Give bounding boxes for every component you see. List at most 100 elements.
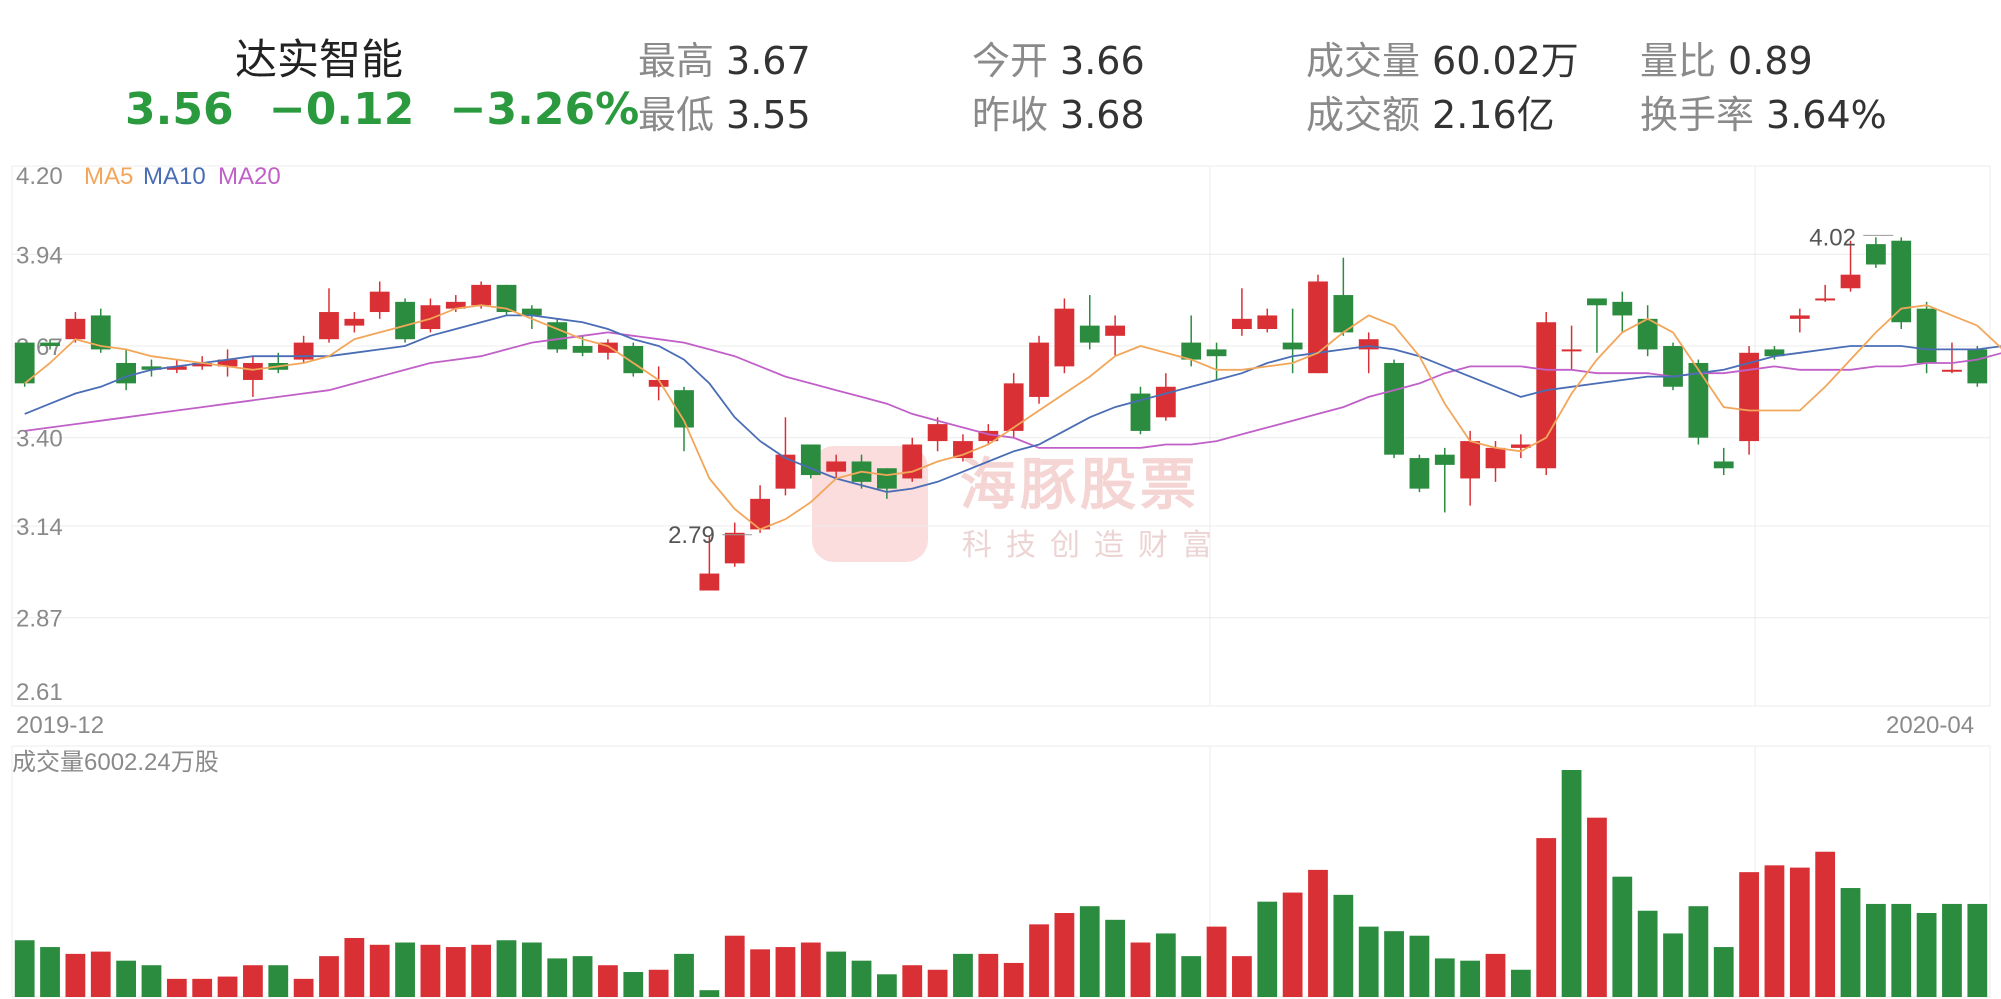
volume-bar	[1942, 903, 1962, 997]
volume-bar	[674, 953, 694, 997]
stat-open: 今开 3.66	[972, 39, 1145, 83]
candle-body	[40, 342, 60, 346]
stat-high: 最高 3.67	[638, 39, 811, 83]
candle-body	[369, 291, 390, 313]
volume-bar	[1789, 867, 1810, 997]
candle-body	[1510, 444, 1531, 448]
legend-ma5: MA5	[84, 163, 133, 190]
candle-body	[1916, 308, 1937, 363]
volume-bar	[521, 942, 542, 997]
volume-bar	[699, 990, 720, 997]
stat-volume-ratio: 量比 0.89	[1640, 39, 1813, 83]
volume-bar	[623, 972, 644, 997]
candle-body	[800, 444, 821, 476]
candle-body	[1739, 352, 1759, 442]
volume-bar	[344, 937, 365, 997]
volume-bar	[1282, 892, 1303, 997]
volume-bar	[953, 953, 973, 997]
candle-body	[1865, 244, 1886, 265]
stat-prev-close: 昨收 3.68	[972, 93, 1145, 137]
stock-name: 达实智能	[235, 35, 404, 84]
volume-bar	[1865, 903, 1886, 997]
volume-bar	[1713, 947, 1734, 997]
volume-bar	[1409, 935, 1430, 997]
candle-body	[750, 498, 770, 530]
volume-bar	[978, 953, 999, 997]
candle-body	[1536, 322, 1557, 469]
volume-panel-frame	[11, 745, 1991, 998]
volume-bar	[116, 960, 137, 997]
volume-bar	[1637, 910, 1658, 997]
candle-body	[1105, 325, 1126, 336]
legend-ma10: MA10	[143, 163, 206, 190]
candle-body	[1079, 325, 1100, 343]
volume-bar	[851, 960, 872, 997]
volume-bar	[1916, 913, 1937, 997]
candle-body	[826, 461, 847, 472]
volume-bar	[1967, 903, 1988, 997]
volume-bar	[1054, 913, 1075, 997]
min-annotation: 2.79	[668, 522, 715, 549]
volume-bar	[40, 947, 60, 997]
volume-bar	[319, 956, 339, 997]
volume-bar	[1764, 865, 1785, 997]
candle-body	[648, 379, 669, 387]
volume-bar	[572, 956, 593, 997]
candle-body	[65, 318, 86, 340]
volume-bar	[1029, 924, 1049, 997]
candle-body	[598, 342, 618, 353]
volume-bar	[90, 951, 111, 997]
candle-body	[90, 315, 111, 350]
volume-bar	[192, 978, 213, 997]
candle-body	[927, 424, 948, 442]
candle-body	[1637, 318, 1658, 350]
candle-body	[1358, 339, 1379, 350]
volume-bar	[445, 947, 466, 997]
candle-body	[775, 454, 796, 489]
volume-bar	[598, 965, 618, 997]
volume-bar	[217, 976, 238, 997]
ma10-line	[24, 314, 2001, 493]
max-annotation: 4.02	[1809, 224, 1856, 251]
volume-bar	[1840, 888, 1861, 997]
candle-body	[1967, 349, 1988, 384]
volume-bar	[1510, 969, 1531, 997]
candle-body	[166, 366, 187, 370]
volume-bar	[268, 965, 289, 997]
volume-bar	[293, 978, 314, 997]
candle-body	[1815, 298, 1836, 301]
volume-bar	[1815, 851, 1836, 997]
volume-bar	[65, 953, 86, 997]
watermark-title: 海豚股票	[960, 453, 1200, 518]
volume-bar	[750, 949, 770, 997]
candle-body	[192, 362, 213, 367]
volume-bar	[927, 969, 948, 997]
stat-turnover: 成交额 2.16亿	[1306, 93, 1555, 137]
x-end-label: 2020-04	[1886, 712, 1974, 739]
volume-bar	[1384, 931, 1404, 997]
candle-body	[420, 305, 441, 330]
candle-body	[978, 430, 999, 442]
candle-body	[572, 346, 593, 353]
candle-body	[1485, 447, 1506, 469]
volume-bar	[1130, 942, 1151, 997]
volume-bar	[1232, 956, 1252, 997]
volume-bar	[141, 965, 162, 997]
volume-bar	[775, 947, 796, 997]
volume-bar	[1105, 919, 1126, 997]
y-tick-label: 3.40	[16, 426, 63, 453]
volume-bar	[1308, 869, 1328, 997]
price-change-pct: −3.26%	[449, 84, 640, 135]
candle-body	[1054, 308, 1075, 367]
volume-bar	[1536, 838, 1557, 997]
volume-bar	[547, 958, 568, 997]
stat-low: 最低 3.55	[638, 93, 811, 137]
candle-body	[1181, 342, 1202, 360]
volume-bar	[1257, 901, 1278, 997]
volume-bar	[1460, 960, 1481, 997]
candle-body	[1003, 383, 1024, 431]
volume-bar	[826, 951, 847, 997]
volume-bar	[1891, 903, 1912, 997]
volume-bar	[902, 965, 923, 997]
volume-bar	[1612, 876, 1633, 997]
